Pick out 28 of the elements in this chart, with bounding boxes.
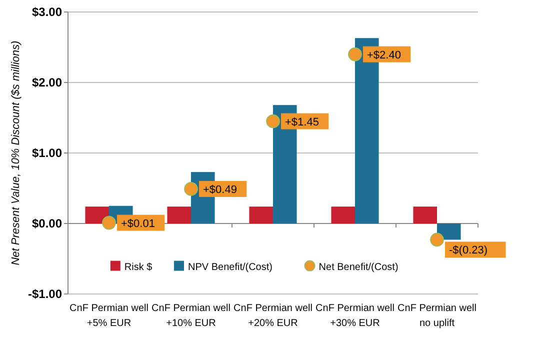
data-label: -$(0.23)	[449, 244, 488, 257]
data-label: +$0.49	[203, 184, 237, 196]
point	[430, 232, 444, 247]
x-tick-label: CnF Permian well +5% EUR	[70, 303, 148, 329]
bar	[413, 206, 437, 224]
x-tick-label: CnF Permian well no uplift	[398, 303, 476, 329]
y-tick-label: -$1.00	[28, 287, 62, 301]
bar	[249, 206, 273, 224]
y-axis-title: Net Present Value, 10% Discount ($s millions)	[10, 40, 22, 266]
y-tick-label: $0.00	[32, 216, 62, 230]
y-tick-label: $3.00	[32, 5, 62, 19]
point	[266, 114, 280, 128]
x-tick-label: CnF Permian well +20% EUR	[234, 303, 312, 329]
legend-label: NPV Benefit/(Cost)	[188, 262, 272, 273]
x-tick-label: CnF Permian well +30% EUR	[316, 303, 394, 329]
y-tick-label: $2.00	[32, 76, 62, 90]
data-label: +$2.40	[367, 49, 401, 62]
point	[184, 182, 198, 196]
bar	[331, 206, 355, 224]
data-label: +$1.45	[285, 116, 319, 128]
x-tick-label: CnF Permian well +10% EUR	[152, 303, 230, 329]
point	[348, 47, 362, 62]
bar	[167, 206, 191, 224]
point	[102, 216, 116, 230]
legend-label: Net Benefit/(Cost)	[318, 262, 398, 273]
data-label: +$0.01	[121, 218, 155, 230]
legend-label: Risk $	[124, 262, 153, 273]
y-tick-label: $1.00	[32, 146, 62, 160]
